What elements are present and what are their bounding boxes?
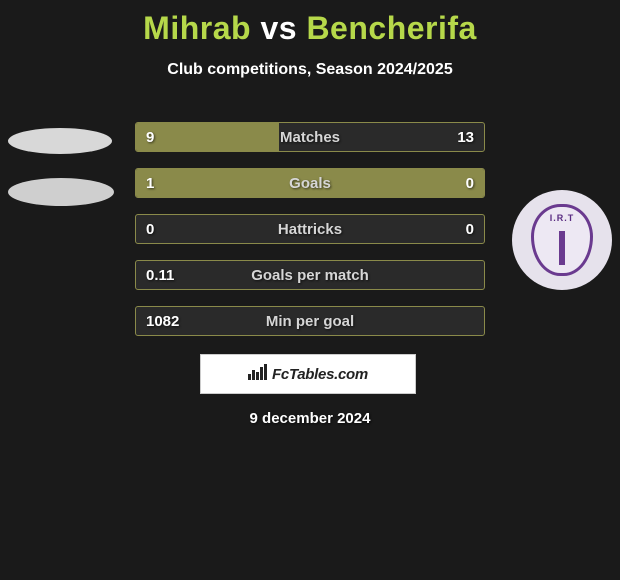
- avatar-placeholder-icon: [8, 128, 112, 154]
- footer-date: 9 december 2024: [0, 410, 620, 427]
- stat-row: 0Hattricks0: [135, 214, 485, 244]
- stat-label: Hattricks: [136, 215, 484, 243]
- subtitle: Club competitions, Season 2024/2025: [0, 61, 620, 79]
- brand-text: FcTables.com: [272, 366, 368, 383]
- left-player-avatar: [8, 120, 114, 206]
- bar-chart-icon: [248, 364, 268, 385]
- stat-right-value: 13: [457, 123, 474, 151]
- right-player-avatar: I.R.T: [512, 180, 612, 290]
- stat-right-value: 0: [466, 169, 474, 197]
- stat-label: Goals: [136, 169, 484, 197]
- shield-stripe-icon: [559, 231, 565, 265]
- shield-text: I.R.T: [550, 213, 575, 223]
- club-badge-icon: I.R.T: [512, 190, 612, 290]
- avatar-shadow-icon: [8, 178, 114, 206]
- stat-row: 1Goals0: [135, 168, 485, 198]
- stat-row: 9Matches13: [135, 122, 485, 152]
- stat-label: Matches: [136, 123, 484, 151]
- title-right: Bencherifa: [306, 10, 476, 46]
- title-vs: vs: [260, 10, 297, 46]
- stat-label: Min per goal: [136, 307, 484, 335]
- page-title: Mihrab vs Bencherifa: [0, 0, 620, 47]
- footer-brand-box: FcTables.com: [200, 354, 416, 394]
- title-left: Mihrab: [143, 10, 251, 46]
- stat-right-value: 0: [466, 215, 474, 243]
- stat-label: Goals per match: [136, 261, 484, 289]
- stats-rows: 9Matches131Goals00Hattricks00.11Goals pe…: [135, 122, 485, 352]
- stat-row: 0.11Goals per match: [135, 260, 485, 290]
- stat-row: 1082Min per goal: [135, 306, 485, 336]
- shield-icon: I.R.T: [531, 204, 593, 276]
